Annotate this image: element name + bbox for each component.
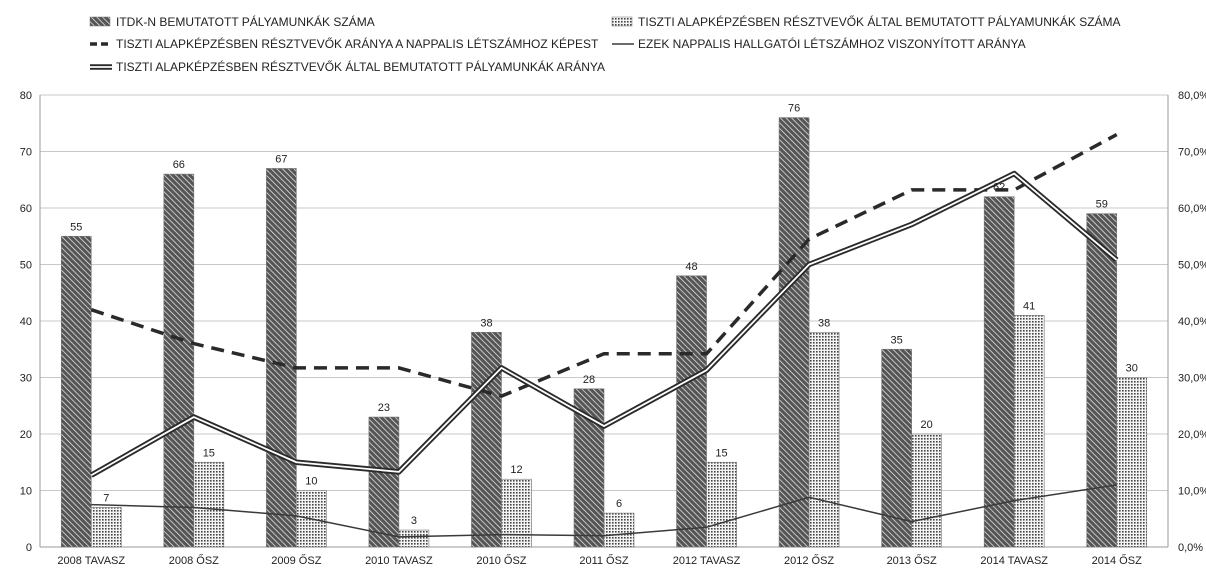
y-right-tick-label: 70,0% [1178,147,1206,159]
bar [90,507,122,548]
bar-data-label: 55 [70,221,82,233]
y-left-tick-label: 40 [20,316,32,328]
bar [911,433,942,548]
line-series [91,484,1117,538]
x-tick-label: 2014 TAVASZ [980,555,1048,567]
x-tick-label: 2008 TAVASZ [57,555,125,567]
y-right-tick-label: 10,0% [1178,486,1206,498]
bar-data-label: 66 [173,159,185,171]
y-left-tick-label: 20 [20,429,32,441]
bar-data-label: 62 [993,182,1005,194]
data-labels: 55 66 67 23 38 28 48 76 35 62 59 7 15 10 3 12 6 15 38 20 41 3… [70,103,1138,527]
bar-data-label: 76 [788,103,800,115]
y-left-tick-label: 30 [20,373,32,385]
bar-data-label: 38 [480,317,492,329]
bar-data-label: 6 [616,498,622,510]
legend-label: ITDK-N BEMUTATOTT PÁLYAMUNKÁK SZÁMA [116,14,375,29]
bar-data-label: 23 [378,402,390,414]
bar-data-label: 10 [305,476,317,488]
bar [501,478,532,548]
bar-data-label: 15 [203,447,215,459]
bar [266,168,297,548]
bar [193,461,225,548]
x-tick-label: 2012 ŐSZ [784,553,834,567]
bar-data-label: 41 [1023,300,1035,312]
x-tick-label: 2008 ŐSZ [169,553,219,567]
bar-data-label: 59 [1096,199,1108,211]
legend-label: TISZTI ALAPKÉPZÉSBEN RÉSZTVEVŐK ÁLTAL BE… [116,59,605,74]
bar-data-label: 3 [411,515,417,527]
axes: 0 0,0% 10 10,0% 20 20,0% 30 30,0% 40 40,0% 50 50,0%… [20,90,1206,567]
y-left-tick-label: 10 [20,486,32,498]
legend-swatch [89,16,111,27]
y-right-tick-label: 60,0% [1178,203,1206,215]
y-left-tick-label: 50 [20,260,32,272]
bar [808,331,840,548]
bar-data-label: 35 [891,334,903,346]
line-series-inner [90,172,1118,477]
y-left-tick-label: 80 [20,90,32,102]
x-tick-label: 2010 ŐSZ [476,553,526,567]
bar-data-label: 38 [818,317,830,329]
x-tick-label: 2011 ŐSZ [579,553,629,567]
bar [1013,315,1045,548]
bars [60,117,1148,548]
bar [60,235,92,548]
y-left-tick-label: 0 [26,542,32,554]
legend-label: TISZTI ALAPKÉPZÉSBEN RÉSZTVEVŐK ARÁNYA A… [116,36,599,51]
bar [603,512,635,548]
y-left-tick-label: 60 [20,203,32,215]
bar [471,331,502,548]
x-tick-label: 2010 TAVASZ [365,555,433,567]
y-right-tick-label: 40,0% [1178,316,1206,328]
y-right-tick-label: 50,0% [1178,260,1206,272]
bar [676,275,707,548]
bar [881,348,912,548]
x-tick-label: 2012 TAVASZ [673,555,741,567]
bar [1086,213,1118,548]
lines [89,133,1119,538]
bar [398,529,430,548]
x-tick-label: 2009 ŐSZ [271,553,321,567]
y-right-tick-label: 0,0% [1178,542,1203,554]
y-right-tick-label: 30,0% [1178,373,1206,385]
bar-data-label: 48 [685,261,697,273]
legend-label: TISZTI ALAPKÉPZÉSBEN RÉSZTVEVŐK ÁLTAL BE… [638,14,1121,29]
bar [368,416,400,548]
bar-data-label: 28 [583,374,595,386]
bar [1116,377,1148,548]
bar [983,196,1015,548]
bar-data-label: 30 [1126,363,1138,375]
bar-data-label: 15 [715,447,727,459]
bar-data-label: 67 [275,153,287,165]
y-right-tick-label: 80,0% [1178,90,1206,102]
x-tick-label: 2014 ŐSZ [1092,553,1142,567]
legend-swatch [611,16,633,27]
y-left-tick-label: 70 [20,147,32,159]
bar-data-label: 7 [103,492,109,504]
bar [706,461,737,548]
y-right-tick-label: 20,0% [1178,429,1206,441]
legend: ITDK-N BEMUTATOTT PÁLYAMUNKÁK SZÁMA TISZT… [89,14,1121,74]
line-series [90,133,1118,398]
legend-label: EZEK NAPPALIS HALLGATÓI LÉTSZÁMHOZ VISZO… [638,36,1026,51]
bar-data-label: 12 [510,464,522,476]
x-tick-label: 2013 ŐSZ [887,553,937,567]
bar [778,117,810,548]
bar [163,173,195,548]
bar-data-label: 20 [921,419,933,431]
